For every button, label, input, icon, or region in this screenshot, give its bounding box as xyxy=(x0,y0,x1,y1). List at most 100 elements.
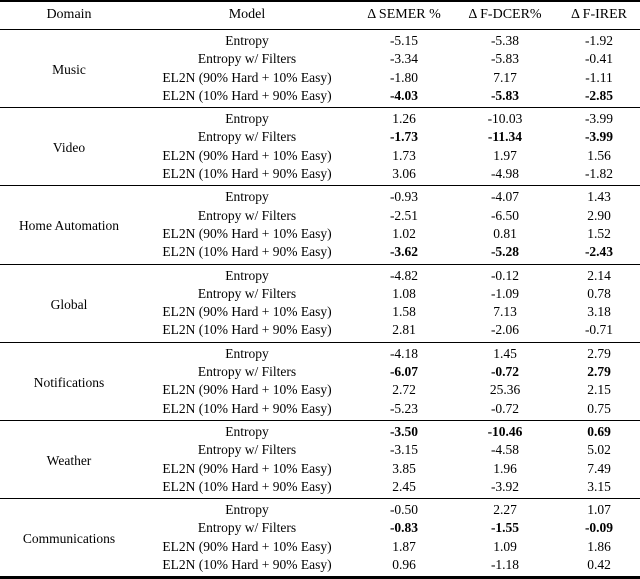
semer-value-cell: -3.34 xyxy=(389,51,419,67)
semer-value-cell: -0.83 xyxy=(389,520,419,536)
firer-value-cell: 0.42 xyxy=(587,557,611,573)
firer-value-cell: 7.49 xyxy=(587,460,611,476)
model-cell: Entropy w/ Filters xyxy=(197,520,297,536)
table-row: Global Entropy -4.82 -0.12 2.14 xyxy=(0,264,640,312)
firer-value-cell: 1.43 xyxy=(587,189,611,205)
semer-value-cell: -3.62 xyxy=(389,244,419,260)
table-row: EL2N (90% Hard + 10% Easy) -1.80 7.17 -1.11 xyxy=(0,69,640,87)
domain-group: Global Entropy -4.82 -0.12 2.14 Entropy w/ Fi… xyxy=(0,264,640,343)
model-cell: EL2N (10% Hard + 90% Easy) xyxy=(162,322,332,338)
model-cell: EL2N (10% Hard + 90% Easy) xyxy=(162,87,332,103)
semer-value-cell: 1.08 xyxy=(392,285,416,301)
firer-value-cell: 0.69 xyxy=(587,423,611,439)
fdcer-value-cell: 2.27 xyxy=(493,502,517,518)
firer-value-cell: -2.85 xyxy=(584,87,614,103)
table-row: Video Entropy 1.26 -10.03 -3.99 xyxy=(0,108,640,155)
semer-value-cell: 1.26 xyxy=(392,111,416,127)
table-row: EL2N (90% Hard + 10% Easy) 2.72 25.36 2.15 xyxy=(0,381,640,399)
firer-value-cell: 1.07 xyxy=(587,502,611,518)
semer-value-cell: 1.87 xyxy=(392,538,416,554)
fdcer-value-cell: 25.36 xyxy=(489,382,521,398)
model-cell: EL2N (10% Hard + 90% Easy) xyxy=(162,400,332,416)
fdcer-value-cell: -1.09 xyxy=(490,285,520,301)
semer-value-cell: -6.07 xyxy=(389,364,419,380)
model-cell: Entropy xyxy=(225,267,269,283)
fdcer-value-cell: -5.38 xyxy=(490,33,520,48)
table-row: EL2N (10% Hard + 90% Easy) 3.06 -4.98 -1.82 xyxy=(0,165,640,186)
model-cell: Entropy xyxy=(225,502,269,518)
header-delta-semer: Δ SEMER % xyxy=(356,1,452,30)
fdcer-value-cell: -4.58 xyxy=(490,442,520,458)
fdcer-value-cell: -5.28 xyxy=(490,244,520,260)
semer-value-cell: 2.45 xyxy=(392,478,416,494)
semer-value-cell: -2.51 xyxy=(389,207,419,223)
firer-value-cell: -1.92 xyxy=(584,33,614,48)
domain-cell: Notifications xyxy=(33,374,105,390)
table-row: EL2N (90% Hard + 10% Easy) 1.73 1.97 1.56 xyxy=(0,147,640,165)
model-cell: EL2N (90% Hard + 10% Easy) xyxy=(162,147,332,163)
fdcer-value-cell: -3.92 xyxy=(490,478,520,494)
model-cell: Entropy xyxy=(225,189,269,205)
fdcer-value-cell: -1.18 xyxy=(490,557,520,573)
fdcer-value-cell: 1.96 xyxy=(493,460,517,476)
fdcer-value-cell: 1.97 xyxy=(493,147,517,163)
firer-value-cell: -3.99 xyxy=(584,111,614,127)
header-model: Model xyxy=(138,1,356,30)
fdcer-value-cell: -4.07 xyxy=(490,189,520,205)
firer-value-cell: 3.18 xyxy=(587,304,611,320)
semer-value-cell: -5.15 xyxy=(389,33,419,48)
firer-value-cell: -2.43 xyxy=(584,244,614,260)
table-row: EL2N (90% Hard + 10% Easy) 1.02 0.81 1.52 xyxy=(0,225,640,243)
model-cell: EL2N (10% Hard + 90% Easy) xyxy=(162,557,332,573)
fdcer-value-cell: -6.50 xyxy=(490,207,520,223)
table-row: EL2N (10% Hard + 90% Easy) 2.81 -2.06 -0.71 xyxy=(0,321,640,342)
model-cell: Entropy w/ Filters xyxy=(197,285,297,301)
firer-value-cell: 1.52 xyxy=(587,225,611,241)
firer-value-cell: -0.09 xyxy=(584,520,614,536)
header-domain: Domain xyxy=(0,1,138,30)
semer-value-cell: -5.23 xyxy=(389,400,419,416)
firer-value-cell: 2.14 xyxy=(587,267,611,283)
fdcer-value-cell: -5.83 xyxy=(490,51,520,67)
model-cell: EL2N (10% Hard + 90% Easy) xyxy=(162,166,332,182)
domain-cell: Music xyxy=(52,62,86,78)
model-cell: EL2N (90% Hard + 10% Easy) xyxy=(162,538,332,554)
model-cell: Entropy w/ Filters xyxy=(197,364,297,380)
fdcer-value-cell: 1.45 xyxy=(493,345,517,361)
firer-value-cell: 2.90 xyxy=(587,207,611,223)
model-cell: Entropy xyxy=(225,33,269,48)
table-header: Domain Model Δ SEMER % Δ F-DCER% Δ F-IRE… xyxy=(0,1,640,30)
domain-cell: Weather xyxy=(46,453,92,469)
semer-value-cell: 1.02 xyxy=(392,225,416,241)
firer-value-cell: 3.15 xyxy=(587,478,611,494)
fdcer-value-cell: -1.55 xyxy=(490,520,520,536)
semer-value-cell: -3.50 xyxy=(389,423,419,439)
domain-cell: Global xyxy=(50,296,88,312)
model-cell: EL2N (90% Hard + 10% Easy) xyxy=(162,460,332,476)
model-cell: Entropy w/ Filters xyxy=(197,129,297,145)
model-cell: EL2N (90% Hard + 10% Easy) xyxy=(162,304,332,320)
firer-value-cell: 5.02 xyxy=(587,442,611,458)
semer-value-cell: -0.50 xyxy=(389,502,419,518)
firer-value-cell: -1.82 xyxy=(584,166,614,182)
fdcer-value-cell: -11.34 xyxy=(487,129,523,145)
table-row: Entropy w/ Filters 1.08 -1.09 0.78 xyxy=(0,285,640,303)
semer-value-cell: -4.03 xyxy=(389,87,419,103)
fdcer-value-cell: 1.09 xyxy=(493,538,517,554)
semer-value-cell: -0.93 xyxy=(389,189,419,205)
table-row: EL2N (90% Hard + 10% Easy) 3.85 1.96 7.49 xyxy=(0,460,640,478)
semer-value-cell: -3.15 xyxy=(389,442,419,458)
table-row: Notifications Entropy -4.18 1.45 2.79 xyxy=(0,342,640,390)
table-row: Entropy w/ Filters -0.83 -1.55 -0.09 xyxy=(0,519,640,537)
model-cell: Entropy w/ Filters xyxy=(197,51,297,67)
domain-group: Music Entropy -5.15 -5.38 -1.92 Entropy w/ Fi… xyxy=(0,30,640,108)
header-delta-firer: Δ F-IRER xyxy=(558,1,640,30)
model-cell: Entropy w/ Filters xyxy=(197,442,297,458)
semer-value-cell: 3.06 xyxy=(392,166,416,182)
fdcer-value-cell: 7.17 xyxy=(493,69,517,85)
semer-value-cell: -1.73 xyxy=(389,129,419,145)
firer-value-cell: 2.79 xyxy=(587,345,611,361)
model-cell: EL2N (90% Hard + 10% Easy) xyxy=(162,382,332,398)
table-row: Entropy w/ Filters -6.07 -0.72 2.79 xyxy=(0,363,640,381)
